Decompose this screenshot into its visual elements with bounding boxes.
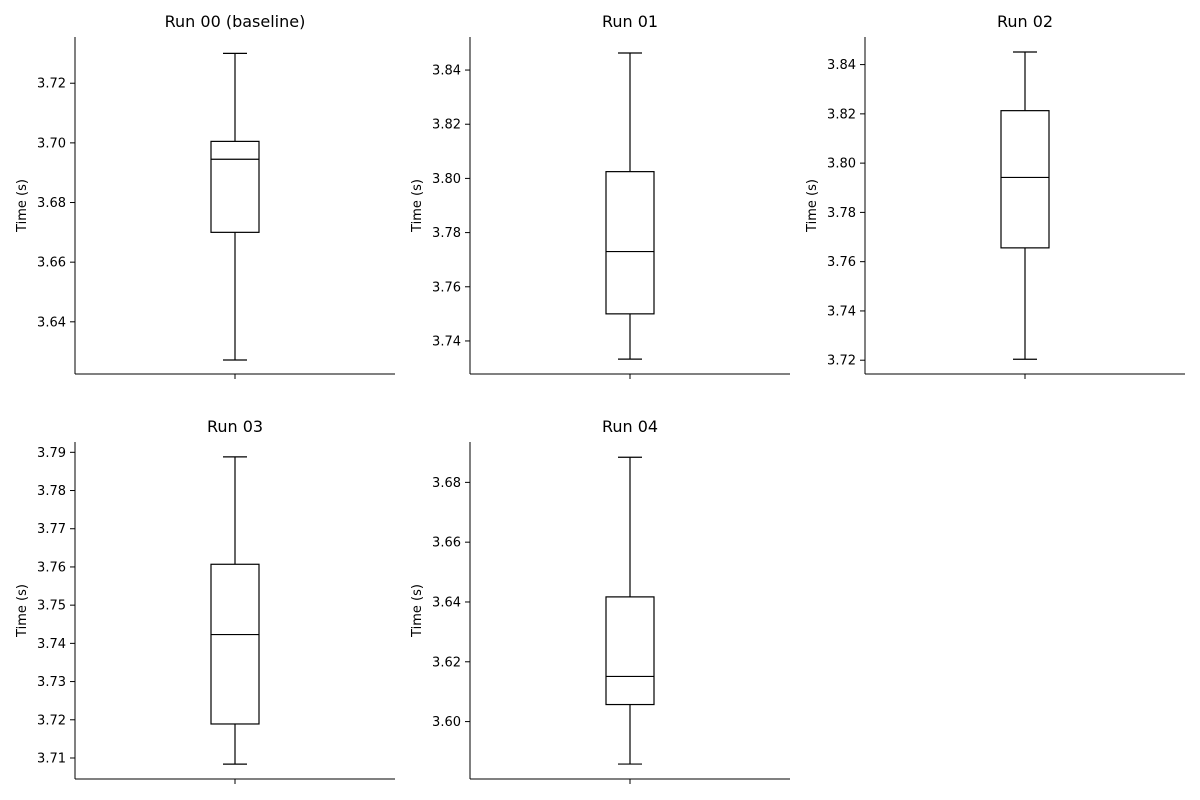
y-tick-label: 3.76 <box>432 280 461 295</box>
y-tick-label: 3.80 <box>827 157 856 172</box>
y-tick-label: 3.84 <box>827 58 856 73</box>
y-tick-label: 3.82 <box>432 118 461 133</box>
y-axis-label: Time (s) <box>15 584 30 638</box>
y-tick-label: 3.74 <box>827 304 856 319</box>
y-tick-label: 3.80 <box>432 172 461 187</box>
y-axis-label: Time (s) <box>410 179 425 233</box>
y-tick-label: 3.72 <box>37 77 66 92</box>
y-tick-label: 3.71 <box>37 751 66 766</box>
y-tick-label: 3.62 <box>432 655 461 670</box>
y-tick-label: 3.76 <box>37 560 66 575</box>
y-tick-label: 3.82 <box>827 107 856 122</box>
y-tick-label: 3.68 <box>37 196 66 211</box>
y-tick-label: 3.66 <box>432 536 461 551</box>
y-tick-label: 3.74 <box>432 334 461 349</box>
y-tick-label: 3.77 <box>37 522 66 537</box>
y-tick-label: 3.84 <box>432 64 461 79</box>
y-tick-label: 3.64 <box>432 595 461 610</box>
y-tick-label: 3.73 <box>37 675 66 690</box>
y-axis-label: Time (s) <box>15 179 30 233</box>
subplot-3: Run 03 3.71 3.72 3.73 3.74 3.75 3.76 3.77 3.78 3.… <box>15 417 395 784</box>
y-axis-label: Time (s) <box>805 179 820 233</box>
iqr-box <box>605 596 655 706</box>
subplot-2: Run 02 3.72 3.74 3.76 3.78 3.80 3.82 3.84 Time (… <box>805 12 1185 379</box>
y-tick-label: 3.78 <box>432 226 461 241</box>
y-tick-label: 3.75 <box>37 599 66 614</box>
subplot-title: Run 00 (baseline) <box>165 12 306 31</box>
subplot-title: Run 01 <box>602 12 658 31</box>
y-tick-label: 3.64 <box>37 315 66 330</box>
y-tick-label: 3.74 <box>37 637 66 652</box>
iqr-box <box>1000 110 1050 249</box>
y-tick-label: 3.60 <box>432 715 461 730</box>
y-tick-label: 3.72 <box>827 354 856 369</box>
y-axis-label: Time (s) <box>410 584 425 638</box>
subplot-title: Run 03 <box>207 417 263 436</box>
subplot-4: Run 04 3.60 3.62 3.64 3.66 3.68 Time (s) <box>410 417 790 784</box>
subplot-0: Run 00 (baseline) 3.64 3.66 3.68 3.70 3.72 Tim… <box>15 12 395 379</box>
y-tick-label: 3.70 <box>37 136 66 151</box>
subplot-title: Run 04 <box>602 417 658 436</box>
y-tick-label: 3.66 <box>37 256 66 271</box>
y-tick-label: 3.78 <box>37 484 66 499</box>
y-tick-label: 3.76 <box>827 255 856 270</box>
y-tick-label: 3.68 <box>432 476 461 491</box>
subplot-title: Run 02 <box>997 12 1053 31</box>
subplot-1: Run 01 3.74 3.76 3.78 3.80 3.82 3.84 Time (s) <box>410 12 790 379</box>
y-tick-label: 3.72 <box>37 713 66 728</box>
iqr-box <box>210 563 260 725</box>
y-tick-label: 3.79 <box>37 446 66 461</box>
iqr-box <box>605 171 655 315</box>
iqr-box <box>210 140 260 233</box>
y-tick-label: 3.78 <box>827 206 856 221</box>
